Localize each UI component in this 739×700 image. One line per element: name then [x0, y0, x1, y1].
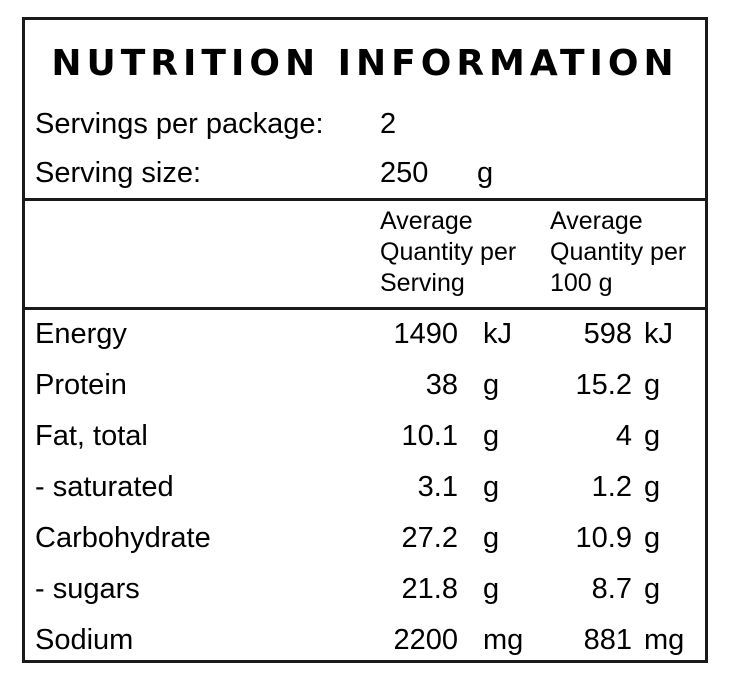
per-serving-value: 10.1: [401, 420, 458, 452]
nutrient-name: Fat, total: [35, 420, 148, 452]
table-row: Protein 38 g 15.2 g: [25, 361, 705, 409]
table-divider: [25, 307, 705, 310]
per-100g-value: 8.7: [591, 573, 632, 605]
per-serving-value: 3.1: [417, 471, 458, 503]
nutrient-name: - sugars: [35, 573, 140, 605]
header-divider: [25, 198, 705, 201]
column-header-per-100g: Average Quantity per 100 g: [550, 207, 687, 297]
per-100g-unit: g: [644, 573, 661, 605]
per-serving-unit: g: [483, 522, 500, 554]
per-100g-value: 15.2: [575, 369, 632, 401]
per-serving-value: 27.2: [401, 522, 458, 554]
table-row: Carbohydrate 27.2 g 10.9 g: [25, 514, 705, 562]
per-100g-unit: g: [644, 369, 661, 401]
table-row: - saturated 3.1 g 1.2 g: [25, 463, 705, 511]
per-100g-unit: mg: [644, 624, 685, 656]
per-serving-unit: mg: [483, 624, 524, 656]
per-serving-unit: g: [483, 471, 500, 503]
per-serving-value: 1490: [393, 318, 458, 350]
per-100g-value: 10.9: [575, 522, 632, 554]
per-100g-unit: g: [644, 471, 661, 503]
table-row: Energy 1490 kJ 598 kJ: [25, 310, 705, 358]
per-serving-unit: kJ: [483, 318, 512, 350]
panel-title: NUTRITION INFORMATION: [51, 43, 679, 84]
nutrient-name: - saturated: [35, 471, 174, 503]
table-row: - sugars 21.8 g 8.7 g: [25, 565, 705, 613]
table-row: Sodium 2200 mg 881 mg: [25, 616, 705, 664]
serving-size-unit: g: [477, 157, 494, 189]
per-serving-unit: g: [483, 369, 500, 401]
nutrient-name: Energy: [35, 318, 127, 350]
serving-size-label: Serving size:: [35, 157, 202, 189]
servings-label: Servings per package:: [35, 108, 324, 140]
servings-value: 2: [380, 108, 397, 140]
serving-size-value: 250: [380, 157, 429, 189]
per-serving-unit: g: [483, 573, 500, 605]
per-100g-unit: kJ: [644, 318, 673, 350]
per-100g-unit: g: [644, 522, 661, 554]
per-serving-value: 38: [425, 369, 458, 401]
per-100g-unit: g: [644, 420, 661, 452]
per-100g-value: 1.2: [591, 471, 632, 503]
per-100g-value: 598: [583, 318, 632, 350]
nutrient-name: Protein: [35, 369, 127, 401]
per-100g-value: 881: [583, 624, 632, 656]
per-serving-value: 2200: [393, 624, 458, 656]
nutrient-name: Carbohydrate: [35, 522, 211, 554]
column-header-per-serving: Average Quantity per Serving: [380, 207, 517, 297]
per-100g-value: 4: [615, 420, 632, 452]
per-serving-value: 21.8: [401, 573, 458, 605]
per-serving-unit: g: [483, 420, 500, 452]
nutrition-panel: NUTRITION INFORMATION Servings per packa…: [22, 17, 708, 663]
nutrient-name: Sodium: [35, 624, 134, 656]
table-row: Fat, total 10.1 g 4 g: [25, 412, 705, 460]
